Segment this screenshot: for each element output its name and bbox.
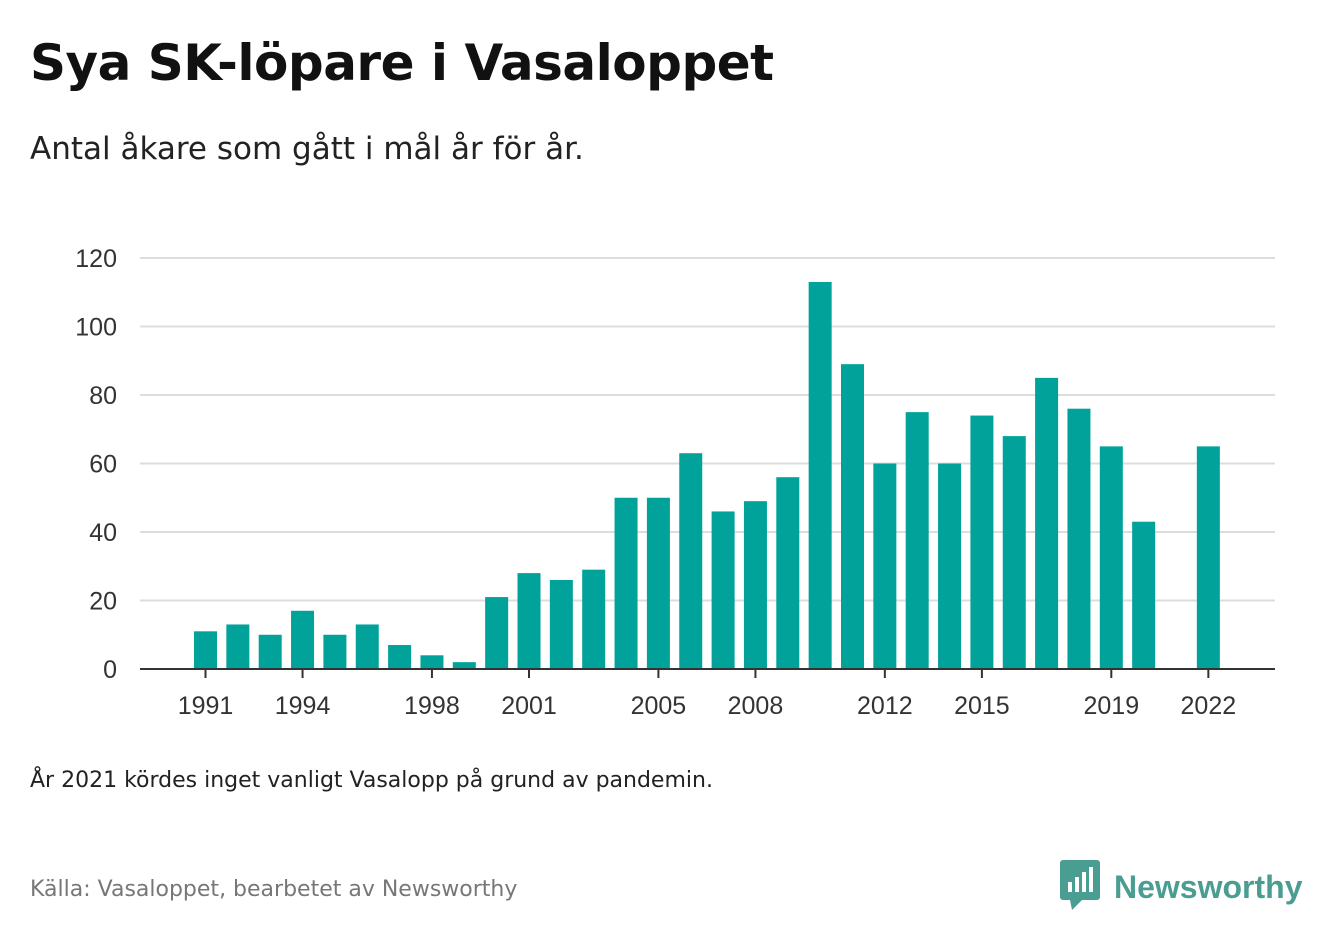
logo-text: Newsworthy: [1114, 868, 1303, 905]
bar-2011: [841, 364, 864, 669]
axes: 0 20 40 60 80 100 120 1991 1994 1998 2001 2005 2008 2…: [75, 245, 1275, 720]
x-tick-label-2008: 2008: [728, 692, 784, 720]
x-tick-label-2015: 2015: [954, 692, 1010, 720]
x-tick-label-2012: 2012: [857, 692, 913, 720]
x-tick-label-2022: 2022: [1181, 692, 1237, 720]
bar-2009: [776, 477, 800, 669]
bar-2004: [614, 497, 638, 669]
bar-2002: [549, 579, 573, 669]
bar-2005: [646, 497, 670, 669]
bar-1998: [420, 655, 444, 669]
source-credit: Källa: Vasaloppet, bearbetet av Newswort…: [30, 877, 518, 902]
x-tick-label-1994: 1994: [275, 692, 331, 720]
y-tick-label-60: 60: [89, 451, 117, 479]
newsworthy-logo: Newsworthy: [1060, 860, 1302, 914]
bar-2013: [905, 412, 929, 669]
bar-2006: [679, 453, 703, 669]
x-tick-label-1991: 1991: [178, 692, 234, 720]
chart-title: Sya SK-löpare i Vasaloppet: [30, 34, 774, 92]
y-tick-label-20: 20: [89, 588, 117, 616]
bar-1991: [194, 631, 217, 669]
bar-2016: [1002, 436, 1026, 669]
x-tick-label-2019: 2019: [1083, 692, 1139, 720]
bar-chart-speech-bubble-icon: [1060, 860, 1100, 914]
bar-1995: [323, 634, 347, 669]
bar-2018: [1067, 408, 1091, 669]
x-tick-label-2005: 2005: [631, 692, 687, 720]
bar-2014: [938, 463, 962, 669]
bar-1996: [355, 624, 379, 669]
bar-2001: [517, 573, 541, 669]
bar-2003: [582, 569, 606, 669]
y-tick-label-40: 40: [89, 519, 117, 547]
bar-1993: [258, 634, 282, 669]
x-tick-label-1998: 1998: [404, 692, 460, 720]
y-tick-label-100: 100: [75, 314, 117, 342]
chart-subtitle: Antal åkare som gått i mål år för år.: [30, 131, 584, 167]
bar-2010: [808, 281, 832, 669]
bar-2019: [1099, 446, 1123, 669]
x-tick-label-2001: 2001: [501, 692, 557, 720]
bar-chart: 0 20 40 60 80 100 120 1991 1994 1998 2001 2005 2008 2…: [75, 245, 1275, 720]
bar-2017: [1035, 377, 1059, 669]
bar-2008: [743, 501, 767, 669]
bar-2000: [485, 597, 509, 669]
bar-1999: [452, 662, 476, 669]
chart-note: År 2021 kördes inget vanligt Vasalopp på…: [30, 768, 713, 793]
bars: [194, 281, 1220, 669]
bar-1994: [291, 610, 315, 669]
y-tick-label-80: 80: [89, 382, 117, 410]
y-tick-label-120: 120: [75, 245, 117, 273]
bar-2012: [873, 463, 897, 669]
y-tick-label-0: 0: [103, 656, 117, 684]
bar-2015: [970, 415, 994, 669]
bar-2007: [711, 511, 735, 669]
bar-1992: [226, 624, 250, 669]
bar-2020: [1132, 521, 1156, 669]
bar-2022: [1196, 446, 1220, 669]
bar-1997: [388, 645, 412, 669]
